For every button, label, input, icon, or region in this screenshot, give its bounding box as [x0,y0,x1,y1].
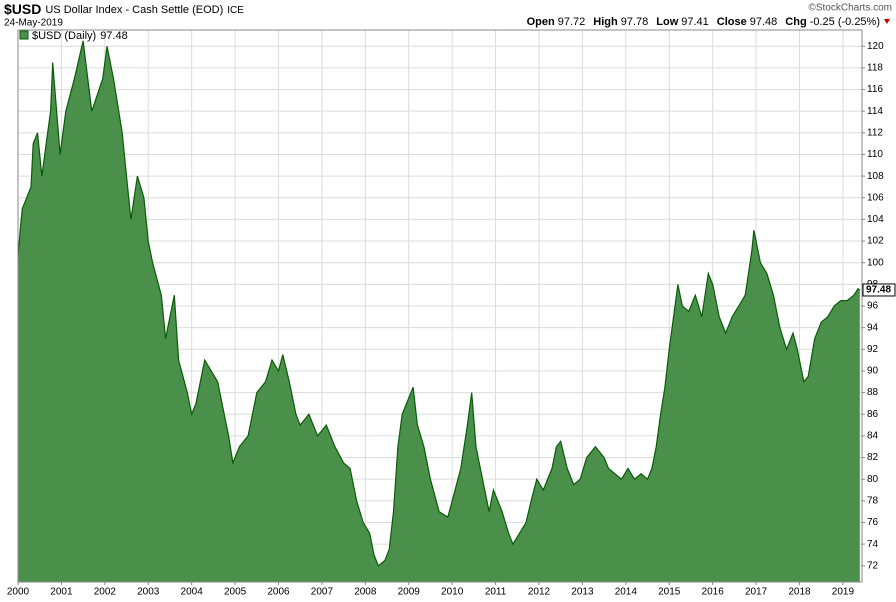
quote-value: 97.48 [750,16,778,28]
y-tick-label: 74 [867,539,879,550]
x-tick-label: 2005 [224,587,247,598]
y-tick-label: 92 [867,344,879,355]
y-tick-label: 72 [867,560,879,571]
quote-value: 97.72 [558,16,586,28]
y-tick-label: 94 [867,322,879,333]
quote-value: 97.78 [621,16,649,28]
y-tick-label: 90 [867,366,879,377]
y-tick-label: 84 [867,431,879,442]
x-tick-label: 2008 [354,587,377,598]
quote-label: Open [527,16,555,28]
quote-label: Low [656,16,678,28]
x-tick-label: 2009 [398,587,421,598]
y-tick-label: 100 [867,257,884,268]
quote-value: 97.41 [681,16,709,28]
y-tick-label: 76 [867,517,879,528]
legend-value: 97.48 [100,30,128,42]
legend-swatch [19,30,29,40]
x-tick-label: 2017 [745,587,768,598]
x-tick-label: 2018 [788,587,811,598]
chart-title: $USD [4,1,41,17]
date: 24-May-2019 [4,18,63,29]
x-tick-label: 2006 [267,587,290,598]
y-tick-label: 118 [867,63,883,74]
area [18,40,860,583]
y-tick-label: 114 [867,106,883,117]
legend-name: $USD (Daily) [32,30,96,42]
y-tick-label: 106 [867,192,884,203]
x-tick-label: 2000 [7,587,30,598]
y-tick-label: 80 [867,474,879,485]
y-tick-label: 104 [867,214,884,225]
source: ©StockCharts.com [808,3,892,14]
quote-label: Close [717,16,747,28]
x-tick-label: 2003 [137,587,160,598]
x-tick-label: 2014 [615,587,638,598]
y-tick-label: 88 [867,387,879,398]
down-arrow [884,19,890,24]
price-label: 97.48 [866,285,891,296]
line [17,40,861,567]
chart-subtitle: US Dollar Index - Cash Settle (EOD) [45,4,223,16]
x-tick-label: 2015 [658,587,681,598]
x-tick-label: 2013 [571,587,594,598]
y-tick-label: 82 [867,452,879,463]
quote-label: High [593,16,618,28]
legend: $USD (Daily) 97.48 [32,30,128,42]
x-tick-label: 2002 [94,587,117,598]
quote-value: -0.25 (-0.25%) [810,16,880,28]
y-tick-label: 120 [867,41,884,52]
y-tick-label: 112 [867,127,883,138]
y-tick-label: 110 [867,149,883,160]
x-tick-label: 2012 [528,587,551,598]
x-tick-label: 2019 [832,587,855,598]
price-box [862,283,896,297]
x-tick-label: 2004 [181,587,204,598]
x-tick-label: 2011 [485,587,507,598]
y-tick-label: 102 [867,236,884,247]
x-tick-label: 2007 [311,587,334,598]
x-tick-label: 2010 [441,587,464,598]
x-tick-label: 2016 [702,587,725,598]
quote: Open 97.72 High 97.78 Low 97.41 Close 97.48 Chg -… [527,16,880,28]
header-left: $USD US Dollar Index - Cash Settle (EOD) I… [4,1,244,17]
quote-label: Chg [785,16,806,28]
y-tick-label: 108 [867,171,884,182]
y-tick-label: 96 [867,301,879,312]
x-tick-label: 2001 [50,587,73,598]
exchange: ICE [227,5,244,16]
y-tick-label: 116 [867,84,883,95]
y-tick-label: 78 [867,495,879,506]
y-tick-label: 86 [867,409,879,420]
